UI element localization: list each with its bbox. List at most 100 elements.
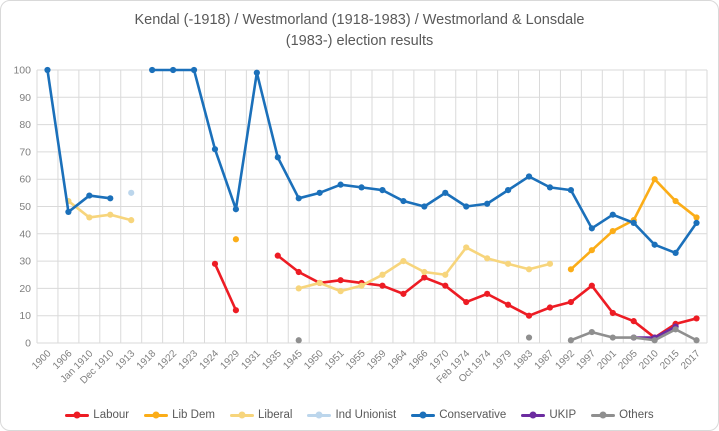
series-point-labour — [567, 298, 575, 306]
x-tick-label: 1955 — [344, 348, 368, 372]
series-point-others — [693, 337, 700, 344]
series-point-labour — [442, 282, 449, 289]
y-tick-label: 80 — [19, 119, 31, 131]
y-tick-label: 60 — [19, 174, 31, 186]
series-point-labour — [274, 252, 281, 259]
x-tick-label: 1900 — [30, 348, 54, 372]
series-point-conservative — [609, 211, 616, 218]
series-point-liberal — [86, 214, 93, 221]
series-line-liberal — [67, 199, 133, 222]
series-point-lib-dem — [609, 227, 616, 235]
y-tick-label: 40 — [19, 228, 31, 240]
legend-item-lib-dem: Lib Dem — [144, 409, 215, 421]
chart-title: Kendal (-1918) / Westmorland (1918-1983)… — [1, 10, 718, 52]
y-tick-label: 90 — [19, 92, 31, 104]
series-point-conservative — [44, 66, 51, 74]
legend-dot-conservative-icon — [419, 411, 427, 419]
legend-dot-liberal-icon — [238, 411, 246, 419]
series-point-conservative — [630, 219, 637, 226]
series-point-liberal — [337, 288, 344, 295]
series-point-others — [630, 334, 637, 341]
x-tick-label: 1929 — [219, 348, 243, 372]
x-tick-label: 1997 — [574, 348, 598, 372]
y-tick-label: 0 — [25, 338, 31, 350]
x-tick-label: 1979 — [491, 348, 515, 372]
x-tick-label: 1964 — [386, 348, 410, 372]
x-tick-label: 1918 — [135, 348, 159, 372]
series-point-labour — [400, 290, 407, 297]
series-point-conservative — [484, 200, 491, 207]
legend-label-others: Others — [619, 409, 654, 421]
x-tick-label: 1924 — [198, 348, 222, 372]
series-point-liberal — [504, 260, 512, 267]
y-tick-label: 20 — [19, 283, 31, 295]
x-tick-label: 1935 — [260, 348, 284, 372]
series-point-conservative — [463, 203, 470, 210]
series-point-conservative — [337, 181, 344, 188]
chart-title-line-2: (1983-) election results — [285, 33, 434, 50]
legend-item-others: Others — [591, 409, 654, 421]
series-point-conservative — [149, 66, 156, 74]
legend-label-labour: Labour — [93, 409, 130, 421]
chart-title-line-1: Kendal (-1918) / Westmorland (1918-1983)… — [134, 12, 585, 28]
series-point-liberal — [525, 266, 533, 273]
series-point-lib-dem — [232, 236, 240, 243]
series-point-conservative — [588, 225, 595, 232]
series-point-conservative — [546, 184, 554, 191]
x-tick-label: 2010 — [637, 348, 661, 372]
y-tick-label: 10 — [19, 310, 31, 322]
series-point-lib-dem — [588, 247, 595, 254]
series-point-labour — [463, 298, 470, 306]
series-point-conservative — [693, 219, 700, 226]
series-point-conservative — [232, 206, 240, 213]
legend-item-conservative: Conservative — [411, 409, 506, 421]
series-point-labour — [232, 307, 240, 314]
series-point-conservative — [567, 187, 575, 194]
series-point-others — [609, 334, 616, 341]
series-point-liberal — [463, 244, 470, 251]
series-point-labour — [588, 282, 595, 289]
series-line-labour — [213, 262, 238, 312]
series-point-labour — [609, 309, 616, 317]
series-point-conservative — [316, 189, 323, 196]
legend-dot-others-icon — [599, 411, 607, 419]
series-point-liberal — [546, 260, 554, 267]
legend-marker-others-icon — [591, 411, 616, 419]
x-tick-label: 1966 — [407, 348, 431, 372]
series-point-labour — [525, 312, 533, 319]
series-point-conservative — [86, 192, 93, 199]
legend-marker-ukip-icon — [521, 411, 546, 419]
series-point-conservative — [169, 66, 177, 74]
legend-dot-lib-dem-icon — [152, 411, 160, 419]
series-point-lib-dem — [693, 214, 700, 221]
legend-item-ind-unionist: Ind Unionist — [307, 409, 396, 421]
series-point-labour — [504, 301, 512, 308]
x-tick-label: 1959 — [365, 348, 389, 372]
series-point-liberal — [295, 285, 302, 292]
legend-item-ukip: UKIP — [521, 409, 576, 421]
x-tick-label: 2017 — [679, 348, 703, 372]
x-tick-label: 1923 — [177, 348, 201, 372]
series-point-ind-unionist — [128, 189, 135, 196]
series-point-conservative — [379, 187, 386, 194]
legend-label-ind-unionist: Ind Unionist — [335, 409, 397, 421]
series-point-others — [588, 328, 595, 336]
x-tick-label: 2015 — [658, 348, 682, 372]
series-point-labour — [421, 274, 428, 281]
legend-marker-ind-unionist-icon — [307, 411, 332, 419]
chart-legend: Labour Lib Dem Liberal Ind Unionist Conserva… — [1, 409, 718, 421]
series-point-labour — [295, 268, 302, 276]
series-point-lib-dem — [651, 176, 658, 183]
series-point-liberal — [400, 258, 407, 265]
legend-dot-ind-unionist-icon — [315, 411, 323, 419]
y-tick-label: 30 — [19, 256, 31, 268]
y-tick-label: 100 — [13, 65, 31, 77]
series-point-conservative — [672, 249, 679, 257]
x-tick-label: 1983 — [512, 348, 536, 372]
series-point-liberal — [484, 255, 491, 262]
series-point-lib-dem — [567, 266, 575, 273]
series-point-conservative — [190, 66, 198, 74]
series-point-conservative — [525, 173, 533, 180]
